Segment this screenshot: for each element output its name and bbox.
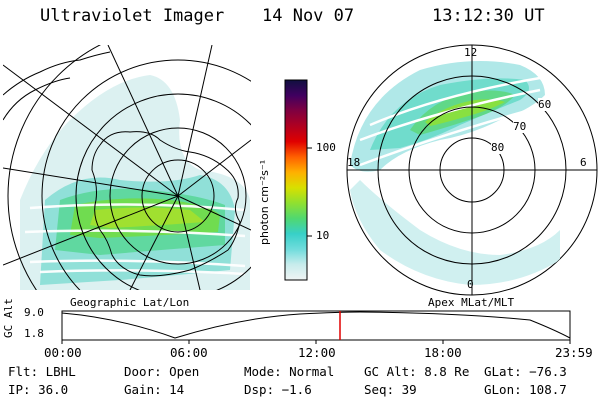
mlt-label-0: 0	[467, 278, 474, 291]
xtick-0600: 06:00	[170, 345, 208, 360]
mlat-label-70: 70	[513, 120, 527, 133]
xtick-2359: 23:59	[555, 345, 593, 360]
colorbar-tick-10: 10	[316, 229, 330, 242]
geographic-map	[3, 45, 251, 290]
info-filter: Flt: LBHL	[8, 364, 76, 379]
magnetic-polar-plot	[346, 44, 598, 296]
altitude-ytick-1-8: 1.8	[24, 327, 44, 340]
altitude-ytick-9: 9.0	[24, 306, 44, 319]
date-label: 14 Nov 07	[262, 6, 355, 26]
info-glon: GLon: 108.7	[484, 382, 567, 397]
mlat-label-60: 60	[538, 98, 552, 111]
info-gc-alt: GC Alt: 8.8 Re	[364, 364, 470, 379]
colorbar-tick-100: 100	[316, 141, 336, 154]
info-seq: Seq: 39	[364, 382, 417, 397]
mlt-label-6: 6	[580, 156, 587, 169]
right-panel-caption: Apex MLat/MLT	[428, 296, 515, 309]
xtick-1800: 18:00	[424, 345, 462, 360]
altitude-plot	[61, 310, 571, 344]
colorbar	[284, 79, 312, 281]
info-door: Door: Open	[124, 364, 200, 379]
mlat-label-80: 80	[491, 141, 505, 154]
time-label: 13:12:30 UT	[432, 6, 545, 26]
instrument-title: Ultraviolet Imager	[40, 6, 225, 26]
info-dsp: Dsp: −1.6	[244, 382, 312, 397]
info-ip: IP: 36.0	[8, 382, 69, 397]
altitude-ylabel: GC Alt	[2, 298, 15, 338]
xtick-1200: 12:00	[298, 345, 336, 360]
info-mode: Mode: Normal	[244, 364, 335, 379]
mlt-label-18: 18	[347, 156, 361, 169]
info-gain: Gain: 14	[124, 382, 185, 397]
left-panel-caption: Geographic Lat/Lon	[70, 296, 190, 309]
mlt-label-12: 12	[464, 46, 478, 59]
xtick-0000: 00:00	[44, 345, 82, 360]
colorbar-unit-label: photon cm⁻²s⁻¹	[258, 159, 271, 245]
info-glat: GLat: −76.3	[484, 364, 567, 379]
